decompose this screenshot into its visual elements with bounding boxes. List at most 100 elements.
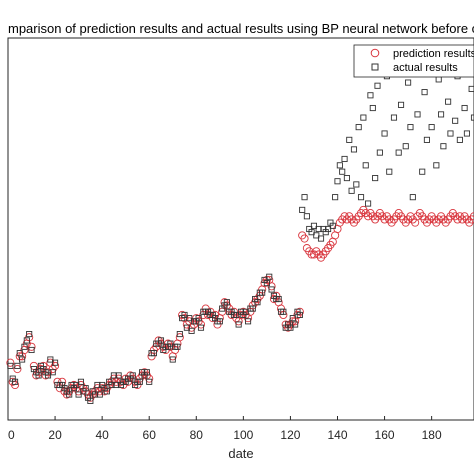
actual-point [365,200,372,207]
actual-point [367,92,374,99]
actual-point [167,340,174,347]
legend-label-actual: actual results [393,62,458,74]
actual-point [414,111,421,118]
actual-point [402,143,409,150]
actual-point [115,372,122,379]
actual-point [28,346,35,354]
prediction-point [13,365,22,374]
actual-point [355,124,362,131]
actual-point [374,82,381,89]
x-tick-label: 60 [143,428,157,442]
x-tick-label: 100 [233,428,253,442]
actual-point [369,104,376,112]
actual-point [343,175,350,182]
actual-point [259,289,266,296]
actual-point [94,381,101,389]
prediction-point [27,342,36,351]
actual-point [308,229,315,236]
x-tick-label: 0 [8,428,15,442]
actual-point [348,187,355,194]
plot-area [7,37,474,421]
prediction-point [300,234,309,243]
legend-marker-prediction [370,48,380,58]
actual-point [181,311,188,319]
legend-box [353,44,474,78]
actual-point [334,178,341,185]
actual-point [195,315,202,322]
actual-point [266,273,273,280]
x-tick-label: 80 [190,428,204,442]
actual-point [362,162,369,169]
actual-point [341,155,348,163]
actual-point [287,324,294,331]
actual-point [157,337,165,344]
actual-point [360,114,367,121]
actual-point [428,124,435,131]
actual-point [407,124,414,131]
actual-point [16,350,23,357]
prediction-point [175,333,184,342]
actual-point [21,343,28,350]
actual-point [372,175,379,182]
actual-point [188,327,195,334]
actual-point [329,222,336,229]
actual-point [456,136,463,143]
actual-point [254,299,261,306]
actual-point [445,98,452,105]
actual-point [386,168,393,175]
actual-point [346,136,353,143]
actual-point [419,168,426,175]
x-tick-label: 160 [375,428,395,442]
legend-marker-actual [371,63,379,71]
actual-point [108,381,115,389]
actual-point [317,235,325,242]
actual-point [268,286,275,293]
x-tick-label: 40 [95,428,109,442]
actual-point [409,194,416,201]
actual-point [183,324,190,331]
actual-point [245,318,252,325]
actual-point [433,162,440,169]
actual-point [310,222,318,229]
actual-point [357,194,365,201]
actual-point [452,117,459,124]
actual-point [82,385,89,392]
actual-point [44,372,52,379]
actual-point [296,311,303,319]
x-axis: 0 20 40 60 80 100 120 140 160 180 [7,416,442,442]
actual-point [405,79,412,86]
actual-point [235,321,242,328]
actual-point [315,225,322,233]
actual-point [423,136,430,143]
chart-title: mparison of prediction results and actua… [8,21,474,36]
x-tick-label: 140 [327,428,347,442]
actual-point [176,331,183,338]
actual-point [350,146,358,153]
actual-point [110,372,117,379]
actual-point [47,356,54,363]
actual-point [461,104,468,112]
actual-point [23,337,30,344]
actual-point [52,359,59,366]
actual-point [87,397,94,404]
actual-point [301,194,308,201]
actual-point [216,318,223,325]
actual-point [313,232,320,239]
actual-point [249,305,256,312]
actual-point [150,350,157,357]
prediction-point [295,307,304,316]
x-tick-label: 20 [48,428,62,442]
actual-point [353,181,360,188]
actual-point [440,143,447,150]
actual-point [96,391,103,398]
actual-point [447,130,454,137]
actual-point [49,369,56,376]
actual-point [463,130,470,137]
actual-point [174,343,181,350]
actual-point [292,321,299,328]
actual-point [143,369,150,376]
actual-point [19,356,26,363]
actual-point [332,194,339,201]
actual-point [129,372,136,379]
actual-point [381,130,388,137]
